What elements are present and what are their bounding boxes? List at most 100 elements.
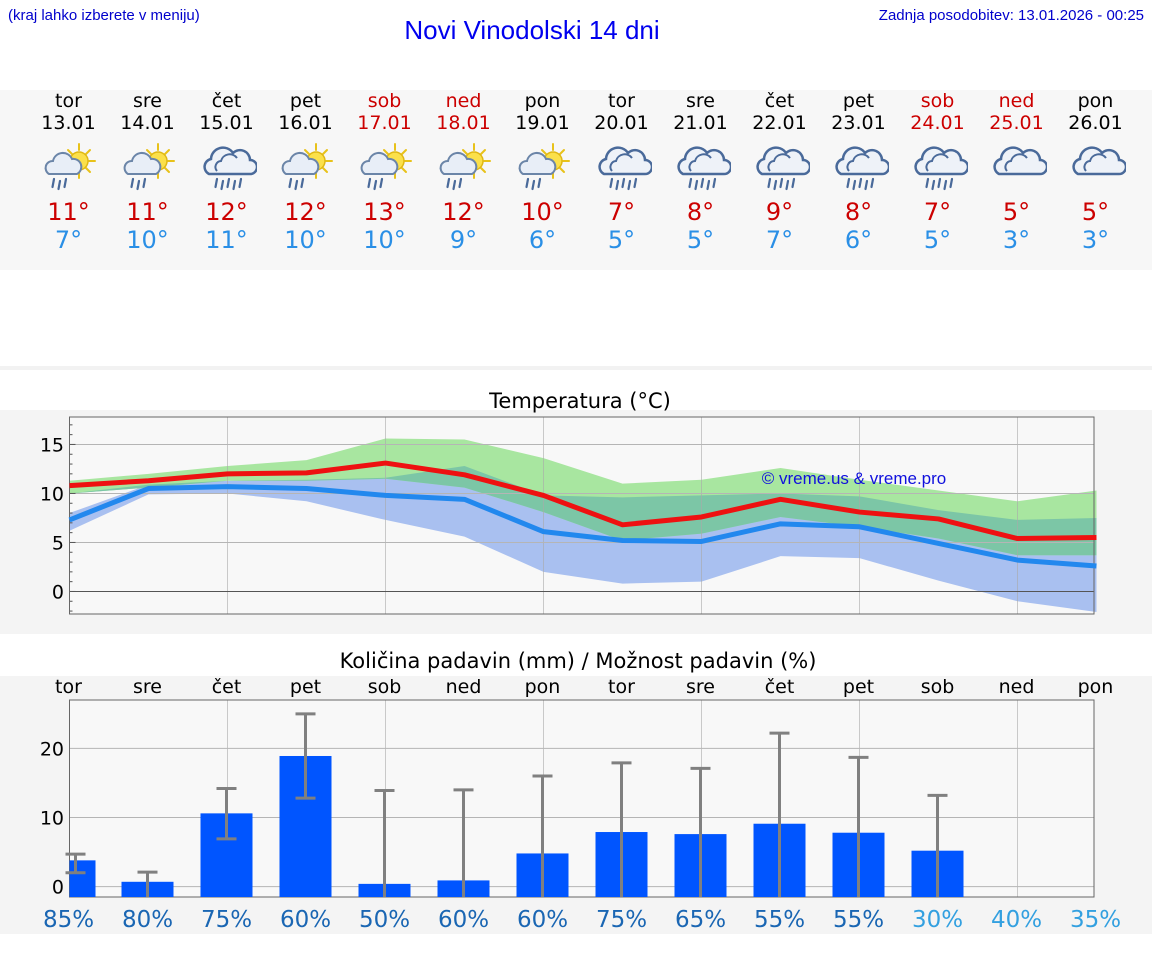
precip-day-label: ned [446,676,482,698]
precip-probability: 40% [991,907,1042,933]
cloud-rain-icon [597,146,652,191]
day-column: pet 23.01 8° 6° [819,90,898,254]
day-name: sre [686,90,715,112]
cloud-rain-icon [202,146,257,191]
precip-probability: 60% [438,907,489,933]
day-name: tor [55,90,82,112]
min-temp: 5° [923,226,952,254]
precip-day-label: pon [1078,676,1114,698]
max-temp: 11° [47,198,90,226]
cloud-rain-icon [676,146,731,191]
precip-probability: 65% [675,907,726,933]
day-name: pon [1077,90,1114,112]
temperature-y-tick-label: 5 [52,532,64,554]
temperature-chart-title: Temperatura (°C) [488,389,671,413]
min-temp: 5° [686,226,715,254]
max-temp: 8° [686,198,715,226]
precip-day-label: sre [686,676,715,698]
min-temp: 10° [284,226,327,254]
min-temp: 3° [1002,226,1031,254]
section-divider [0,366,1152,370]
day-column: tor 13.01 11° 7° [29,90,108,254]
precip-day-label: čet [212,676,242,698]
watermark: © vreme.us & vreme.pro [762,469,946,488]
day-name: ned [445,90,482,112]
precip-probability: 60% [280,907,331,933]
max-temp: 13° [363,198,406,226]
max-temp-line [69,460,1097,542]
day-column: čet 22.01 9° 7° [740,90,819,254]
day-column: sob 17.01 13° 10° [345,90,424,254]
max-temp: 7° [923,198,952,226]
precip-day-label: sob [368,676,402,698]
day-date: 13.01 [41,112,96,134]
day-date: 16.01 [278,112,333,134]
day-name: ned [998,90,1035,112]
day-column: pet 16.01 12° 10° [266,90,345,254]
min-temp: 11° [205,226,248,254]
cloud-rain-icon [834,146,889,191]
min-temp: 6° [528,226,557,254]
precip-probability: 85% [43,907,94,933]
sun-cloud-rain-icon [44,143,96,191]
day-name: pet [842,90,875,112]
precip-y-tick-label: 20 [40,738,64,760]
precip-probability: 30% [912,907,963,933]
day-column: pon 19.01 10° 6° [503,90,582,254]
location-hint: (kraj lahko izberete v meniju) [8,7,200,24]
sun-cloud-rain-icon [281,143,333,191]
min-temp: 9° [449,226,478,254]
precip-probability: 35% [1070,907,1121,933]
precip-probability: 75% [596,907,647,933]
day-column: sre 21.01 8° 5° [661,90,740,254]
day-date: 24.01 [910,112,965,134]
precipitation-chart-title: Količina padavin (mm) / Možnost padavin … [340,649,817,673]
precip-day-label: ned [999,676,1035,698]
day-column: ned 25.01 5° 3° [977,90,1056,254]
temperature-plot-frame [69,416,1095,615]
page-title: Novi Vinodolski 14 dni [404,15,660,45]
day-date: 21.01 [673,112,728,134]
max-temp: 5° [1081,198,1110,226]
sun-cloud-rain-icon [439,143,491,191]
precip-plot-frame [69,699,1095,898]
min-temp: 3° [1081,226,1110,254]
day-date: 15.01 [199,112,254,134]
max-temp: 9° [765,198,794,226]
precip-day-label: sob [921,676,955,698]
min-temp: 10° [363,226,406,254]
temperature-y-tick-label: 10 [40,483,64,505]
day-date: 18.01 [436,112,491,134]
day-column: ned 18.01 12° 9° [424,90,503,254]
precip-day-label: pon [525,676,561,698]
max-temp: 7° [607,198,636,226]
precip-day-label: čet [765,676,795,698]
max-temp: 5° [1002,198,1031,226]
max-temp: 11° [126,198,169,226]
day-date: 17.01 [357,112,412,134]
cloud-rain-icon [755,146,810,191]
max-temp: 12° [442,198,485,226]
day-name: pon [524,90,561,112]
day-column: pon 26.01 5° 3° [1056,90,1135,254]
cloud-icon [992,146,1047,176]
min-temp: 5° [607,226,636,254]
precip-probability: 75% [201,907,252,933]
min-temp: 6° [844,226,873,254]
precip-day-label: sre [133,676,162,698]
max-temp: 12° [205,198,248,226]
min-temp: 10° [126,226,169,254]
day-column: sob 24.01 7° 5° [898,90,977,254]
min-temp-line [68,484,1097,569]
day-column: čet 15.01 12° 11° [187,90,266,254]
day-date: 25.01 [989,112,1044,134]
day-name: čet [764,90,795,112]
day-column: tor 20.01 7° 5° [582,90,661,254]
cloud-icon [1071,146,1126,176]
precip-bar [69,860,96,897]
temperature-y-tick-label: 0 [52,581,64,603]
last-update: Zadnja posodobitev: 13.01.2026 - 00:25 [878,7,1144,24]
day-date: 19.01 [515,112,570,134]
min-temp: 7° [765,226,794,254]
